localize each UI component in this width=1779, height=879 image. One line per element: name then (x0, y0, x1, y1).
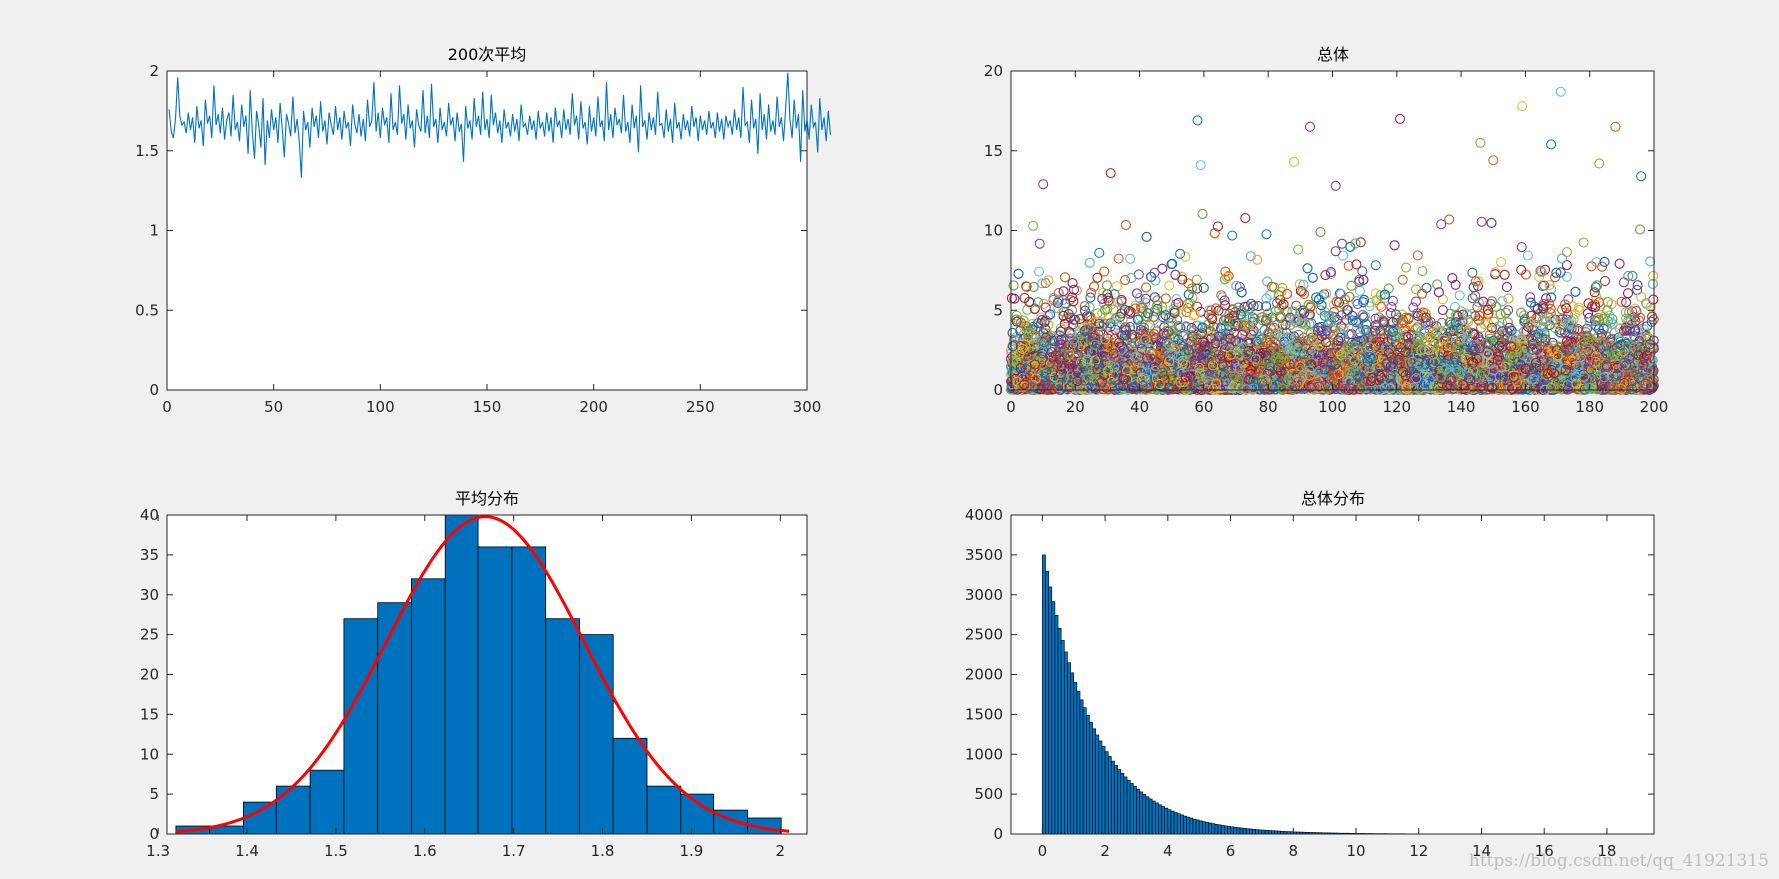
y-tick-label: 1 (149, 222, 159, 240)
x-tick-label: 200 (579, 398, 608, 416)
x-tick-label: 300 (793, 398, 822, 416)
line-chart-series (168, 72, 832, 178)
x-tick-label: 100 (366, 398, 395, 416)
scatter-point (1180, 251, 1191, 262)
line-chart-title: 200次平均 (448, 45, 527, 64)
scatter-point (1578, 237, 1589, 248)
y-tick-label: 0.5 (135, 301, 159, 319)
line-chart-xticks: 0 50 100 150 200 250 300 (162, 71, 821, 416)
scatter-point (1034, 266, 1045, 277)
scatter-point (1516, 242, 1527, 253)
x-tick-label: 0 (162, 398, 172, 416)
x-tick-label: 50 (264, 398, 283, 416)
scatter-point (1412, 250, 1423, 261)
scatter-point (1212, 336, 1223, 346)
y-tick-label: 1.5 (135, 142, 159, 160)
x-tick-label: 250 (686, 398, 715, 416)
scatter-point (1411, 296, 1421, 307)
x-tick-label: 150 (473, 398, 502, 416)
y-tick-label: 0 (149, 381, 159, 399)
line-chart-yticks: 0 0.5 1 1.5 2 (135, 62, 807, 399)
scatter-point (1262, 314, 1273, 325)
y-tick-label: 2 (149, 62, 159, 80)
scatter-point (1386, 302, 1397, 312)
line-chart-panel: 200次平均 0 50 100 150 200 250 300 0 0.5 1 1.5 2 (135, 45, 832, 416)
line-chart-axes (166, 70, 808, 391)
scatter-title: 总体 (1317, 45, 1349, 64)
scatter-point (1216, 290, 1227, 301)
scatter-point (1467, 267, 1478, 278)
